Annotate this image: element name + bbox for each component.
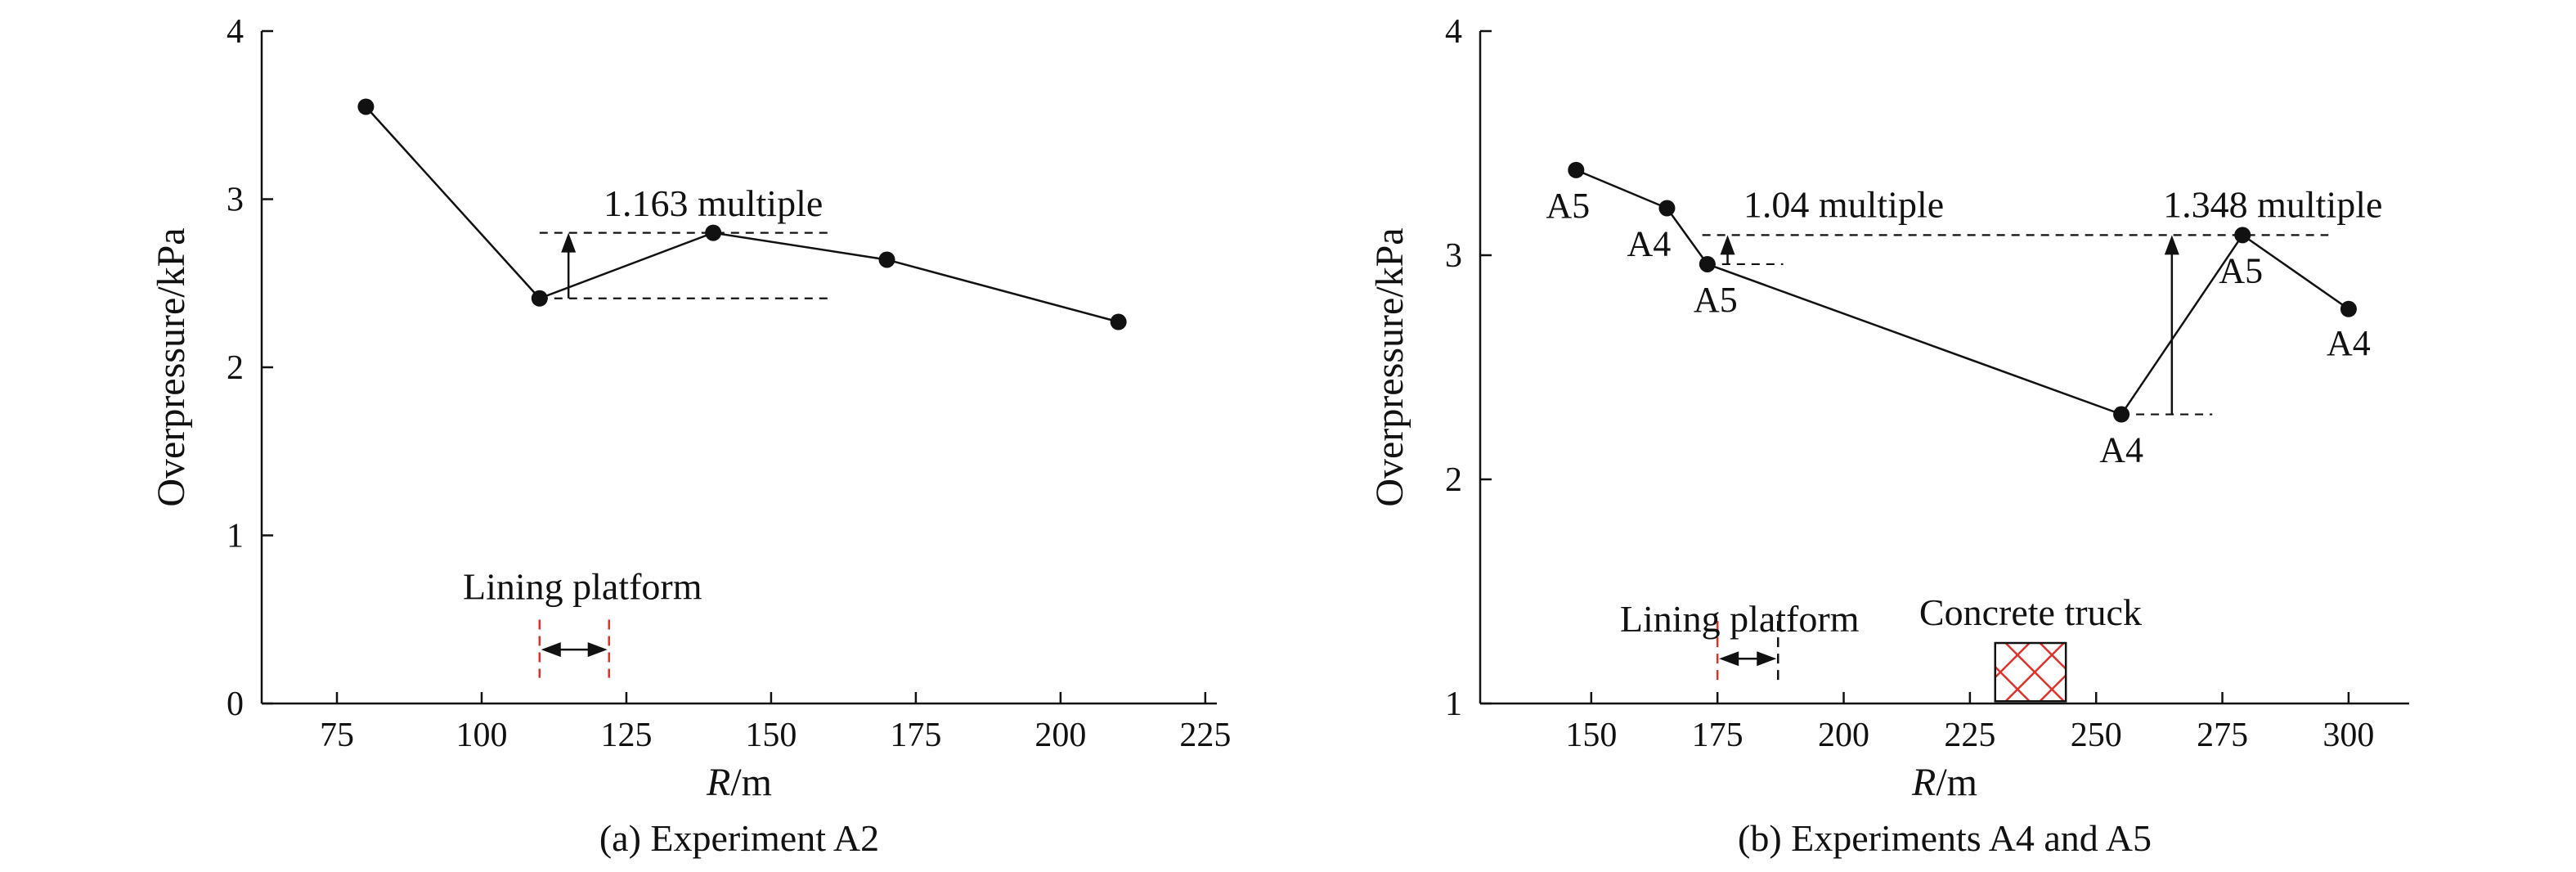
y-tick-label: 4 xyxy=(1445,13,1462,51)
data-point xyxy=(2113,406,2130,423)
hatch-line xyxy=(2039,673,2067,702)
x-tick-label: 200 xyxy=(1818,717,1869,754)
x-tick-label: 175 xyxy=(1692,717,1744,754)
panel-a-series xyxy=(357,98,1127,330)
y-tick-label: 3 xyxy=(227,182,244,219)
data-point xyxy=(2234,227,2251,244)
hatch-line xyxy=(1995,643,2031,679)
x-tick-label: 200 xyxy=(1034,717,1086,754)
point-label: A5 xyxy=(1694,280,1738,320)
region-width-arrow-head xyxy=(1757,651,1777,667)
point-label: A4 xyxy=(2099,430,2143,470)
hatch-line xyxy=(2004,643,2065,702)
panel-b-x-axis-title: R/m xyxy=(1911,761,1977,804)
concrete-truck-label: Concrete truck xyxy=(1919,591,2142,633)
hatch-line xyxy=(2039,643,2067,671)
data-point xyxy=(705,224,722,241)
x-tick-label: 300 xyxy=(2322,717,2374,754)
point-label: A5 xyxy=(2219,250,2263,290)
point-label: A5 xyxy=(1546,186,1590,226)
panel-b-caption: (b) Experiments A4 and A5 xyxy=(1738,817,2152,859)
panel-a-x-axis-unit: /m xyxy=(730,761,772,804)
data-point xyxy=(1110,313,1127,330)
x-tick-label: 225 xyxy=(1944,717,1995,754)
x-tick-label: 275 xyxy=(2197,717,2248,754)
hatch-line xyxy=(2074,643,2132,701)
x-tick-label: 150 xyxy=(745,717,797,754)
y-tick-label: 2 xyxy=(227,349,244,387)
panel-b-annotations: 1.04 multiple 1.348 multiple Lining platfo… xyxy=(1546,183,2382,703)
x-tick-label: 100 xyxy=(456,717,507,754)
panel-b-y-axis-title: Overpressure/kPa xyxy=(1368,227,1411,506)
panel-b-x-axis-symbol: R xyxy=(1911,761,1936,804)
y-tick-label: 1 xyxy=(1445,685,1462,723)
multiplier-annotation: 1.04 multiple xyxy=(1744,183,1944,225)
data-point xyxy=(1699,255,1716,272)
data-point xyxy=(357,98,375,115)
multiplier-arrow-head xyxy=(2164,235,2179,255)
panel-a-chart: 75 100 125 150 175 200 225 0 1 2 3 4 1.163 multiple… xyxy=(150,13,1231,859)
panel-a-y-axis-title: Overpressure/kPa xyxy=(150,227,193,506)
point-label: A4 xyxy=(2327,323,2371,363)
data-point xyxy=(878,251,895,268)
panel-a-x-axis-symbol: R xyxy=(706,761,730,804)
data-point xyxy=(531,290,548,307)
region-width-arrow-head xyxy=(1719,651,1739,667)
panel-b-x-axis-unit: /m xyxy=(1936,761,1977,804)
hatch-line xyxy=(2074,643,2132,701)
y-tick-label: 0 xyxy=(227,685,244,723)
data-point xyxy=(1568,161,1585,178)
region-label: Lining platform xyxy=(1620,598,1860,640)
region-width-arrow-head xyxy=(541,642,561,658)
multiplier-arrow-head xyxy=(1720,235,1735,255)
x-tick-label: 125 xyxy=(600,717,652,754)
region-label: Lining platform xyxy=(463,566,702,608)
series-line xyxy=(1575,169,2349,416)
panel-a-axes xyxy=(260,31,1217,705)
region-width-arrow-head xyxy=(587,642,608,658)
panel-a-ticks: 75 100 125 150 175 200 225 0 1 2 3 4 xyxy=(227,13,1231,754)
concrete-truck-box xyxy=(1994,641,2067,703)
hatch-line xyxy=(2108,643,2166,701)
point-label: A4 xyxy=(1627,223,1672,263)
panel-a-annotations: 1.163 multiple Lining platform xyxy=(463,182,829,678)
y-tick-label: 2 xyxy=(1445,461,1462,499)
multiplier-annotation: 1.348 multiple xyxy=(2163,183,2382,225)
y-tick-label: 4 xyxy=(227,13,244,51)
panel-b-series xyxy=(1568,161,2357,423)
panel-a-x-axis-title: R/m xyxy=(706,761,772,804)
x-tick-label: 150 xyxy=(1565,717,1617,754)
data-point xyxy=(1658,200,1676,217)
hatch-line xyxy=(2108,643,2166,701)
x-tick-label: 75 xyxy=(320,717,354,754)
y-tick-label: 3 xyxy=(1445,237,1462,275)
panel-a-caption: (a) Experiment A2 xyxy=(599,817,879,859)
x-tick-label: 250 xyxy=(2071,717,2122,754)
multiplier-annotation: 1.163 multiple xyxy=(604,182,823,224)
panel-b-axes xyxy=(1479,31,2409,705)
y-tick-label: 1 xyxy=(227,518,244,555)
multiplier-arrow-head xyxy=(561,232,577,253)
hatch-line xyxy=(1995,699,1996,702)
x-tick-label: 225 xyxy=(1179,717,1231,754)
data-point xyxy=(2340,300,2357,317)
x-tick-label: 175 xyxy=(890,717,941,754)
truck-hatch xyxy=(1995,643,2166,702)
hatch-line xyxy=(1995,643,1996,645)
panel-b-ticks: 150 175 200 225 250 275 300 1 2 3 4 xyxy=(1445,13,2374,754)
